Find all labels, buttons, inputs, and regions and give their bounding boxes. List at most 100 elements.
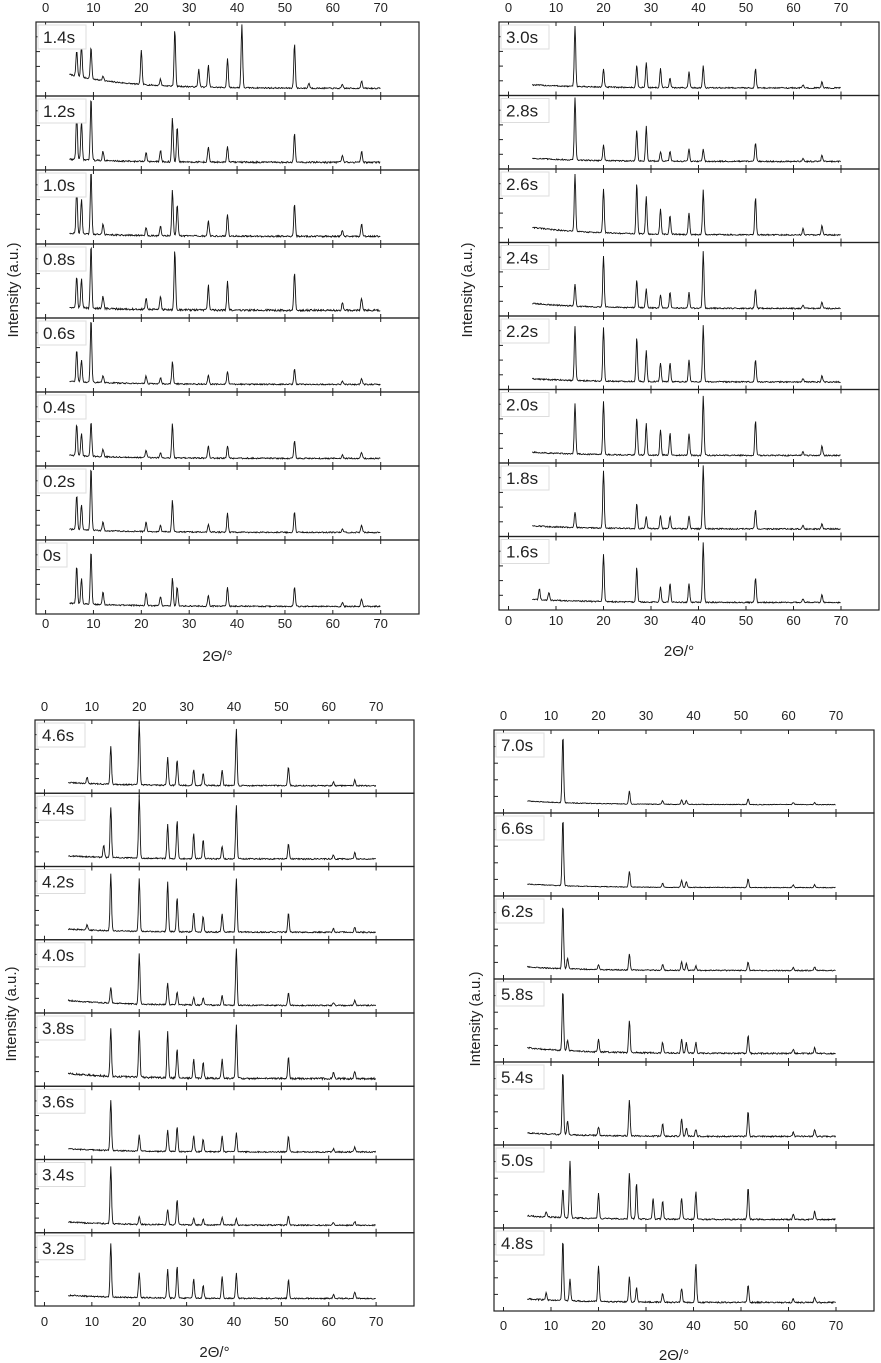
bottom-tick-label: 60 bbox=[326, 616, 340, 631]
bottom-tick-label: 60 bbox=[786, 613, 800, 628]
series-label-box bbox=[500, 318, 550, 344]
series-label-box bbox=[500, 98, 550, 123]
series-label: 4.6s bbox=[42, 726, 74, 745]
series-line-5.4s bbox=[527, 1074, 836, 1138]
series-line-6.6s bbox=[527, 821, 836, 889]
series-line-6.2s bbox=[526, 907, 836, 972]
subplot-2.8s: 2.8s bbox=[498, 94, 880, 170]
bottom-tick-label: 20 bbox=[134, 616, 148, 631]
bottom-tick-label: 50 bbox=[739, 613, 753, 628]
subplot-frame bbox=[498, 94, 880, 170]
series-label-box bbox=[36, 1088, 86, 1114]
subplot-frame bbox=[493, 895, 875, 980]
series-label: 6.2s bbox=[501, 902, 533, 921]
top-tick-label: 40 bbox=[227, 699, 241, 714]
subplot-4.6s: 4.6s bbox=[34, 719, 415, 794]
subplot-frame bbox=[498, 315, 880, 391]
series-label-box bbox=[495, 981, 545, 1007]
top-tick-label: 10 bbox=[86, 0, 100, 15]
series-label: 2.2s bbox=[506, 322, 538, 341]
series-line-2.8s bbox=[532, 97, 841, 164]
subplot-0.8s: 0.8s bbox=[35, 243, 420, 319]
top-tick-label: 60 bbox=[321, 699, 335, 714]
bottom-tick-label: 20 bbox=[591, 1318, 605, 1333]
panel-top-right: 3.0s 2.8s 2.6s 2.4s 2.2s 2.0s 1.8s 1.6s 0 0 10 10 20… bbox=[459, 0, 880, 660]
series-label: 5.8s bbox=[501, 985, 533, 1004]
subplot-0s: 0s bbox=[35, 539, 420, 615]
series-label: 4.8s bbox=[501, 1234, 533, 1253]
series-line-2.2s bbox=[531, 325, 841, 384]
subplot-5.4s: 5.4s bbox=[493, 1061, 875, 1146]
bottom-tick-label: 50 bbox=[278, 616, 292, 631]
series-line-4.2s bbox=[67, 873, 377, 934]
subplot-frame bbox=[34, 792, 415, 868]
top-tick-label: 0 bbox=[41, 699, 48, 714]
x-axis-label: 2Θ/° bbox=[199, 1344, 229, 1361]
top-tick-label: 70 bbox=[834, 0, 848, 15]
series-label: 0.8s bbox=[43, 250, 75, 269]
bottom-tick-label: 0 bbox=[500, 1318, 507, 1333]
bottom-tick-label: 0 bbox=[42, 616, 49, 631]
series-label: 6.6s bbox=[501, 819, 533, 838]
series-label-box bbox=[37, 468, 87, 494]
subplot-3.2s: 3.2s bbox=[34, 1232, 415, 1307]
bottom-tick-label: 10 bbox=[86, 616, 100, 631]
subplot-3.8s: 3.8s bbox=[34, 1012, 415, 1087]
series-line-3.8s bbox=[67, 1024, 377, 1081]
subplot-4.4s: 4.4s bbox=[34, 792, 415, 868]
series-label-box bbox=[37, 246, 87, 272]
bottom-tick-label: 60 bbox=[321, 1314, 335, 1329]
series-label-box bbox=[500, 392, 550, 417]
series-label: 5.4s bbox=[501, 1068, 533, 1087]
series-label: 4.4s bbox=[42, 799, 74, 818]
series-label: 3.4s bbox=[42, 1166, 74, 1185]
subplot-0.6s: 0.6s bbox=[35, 317, 420, 393]
series-line-1.8s bbox=[532, 465, 841, 531]
subplot-0.4s: 0.4s bbox=[35, 391, 420, 467]
series-label-box bbox=[500, 171, 550, 197]
top-tick-label: 0 bbox=[42, 0, 49, 15]
top-tick-label: 30 bbox=[182, 0, 196, 15]
top-tick-label: 10 bbox=[544, 708, 558, 723]
series-line-2.4s bbox=[532, 251, 841, 311]
top-tick-label: 50 bbox=[274, 699, 288, 714]
series-line-2.0s bbox=[531, 395, 841, 458]
series-line-4.4s bbox=[68, 795, 376, 861]
subplot-frame bbox=[493, 812, 875, 897]
series-label: 0s bbox=[43, 546, 61, 565]
series-label-box bbox=[37, 98, 87, 124]
series-label-box bbox=[495, 815, 545, 841]
subplot-1.4s: 1.4s bbox=[35, 21, 420, 97]
y-axis-label: Intensity (a.u.) bbox=[459, 242, 476, 337]
series-line-0.2s bbox=[69, 469, 381, 534]
top-tick-label: 30 bbox=[179, 699, 193, 714]
bottom-tick-label: 30 bbox=[644, 613, 658, 628]
x-axis-label: 2Θ/° bbox=[202, 648, 232, 665]
subplot-5.0s: 5.0s bbox=[493, 1144, 875, 1229]
subplot-2.6s: 2.6s bbox=[498, 168, 880, 244]
series-label: 1.0s bbox=[43, 176, 75, 195]
top-tick-label: 50 bbox=[278, 0, 292, 15]
bottom-tick-label: 70 bbox=[829, 1318, 843, 1333]
y-axis-label: Intensity (a.u.) bbox=[467, 971, 484, 1066]
series-label-box bbox=[500, 539, 550, 564]
subplot-frame bbox=[34, 719, 415, 794]
bottom-tick-label: 40 bbox=[691, 613, 705, 628]
top-tick-label: 60 bbox=[781, 708, 795, 723]
x-axis-label: 2Θ/° bbox=[664, 643, 694, 660]
subplot-frame bbox=[35, 539, 420, 615]
bottom-tick-label: 0 bbox=[41, 1314, 48, 1329]
top-tick-label: 10 bbox=[85, 699, 99, 714]
series-label: 0.2s bbox=[43, 472, 75, 491]
series-label-box bbox=[500, 24, 550, 50]
subplot-frame bbox=[34, 865, 415, 941]
series-label-box bbox=[37, 172, 87, 198]
bottom-tick-label: 70 bbox=[373, 616, 387, 631]
series-label-box bbox=[36, 869, 86, 894]
subplot-frame bbox=[498, 21, 880, 97]
series-line-4.6s bbox=[68, 721, 377, 788]
top-tick-label: 0 bbox=[500, 708, 507, 723]
series-label: 3.8s bbox=[42, 1019, 74, 1038]
bottom-tick-label: 70 bbox=[834, 613, 848, 628]
top-tick-label: 40 bbox=[691, 0, 705, 15]
